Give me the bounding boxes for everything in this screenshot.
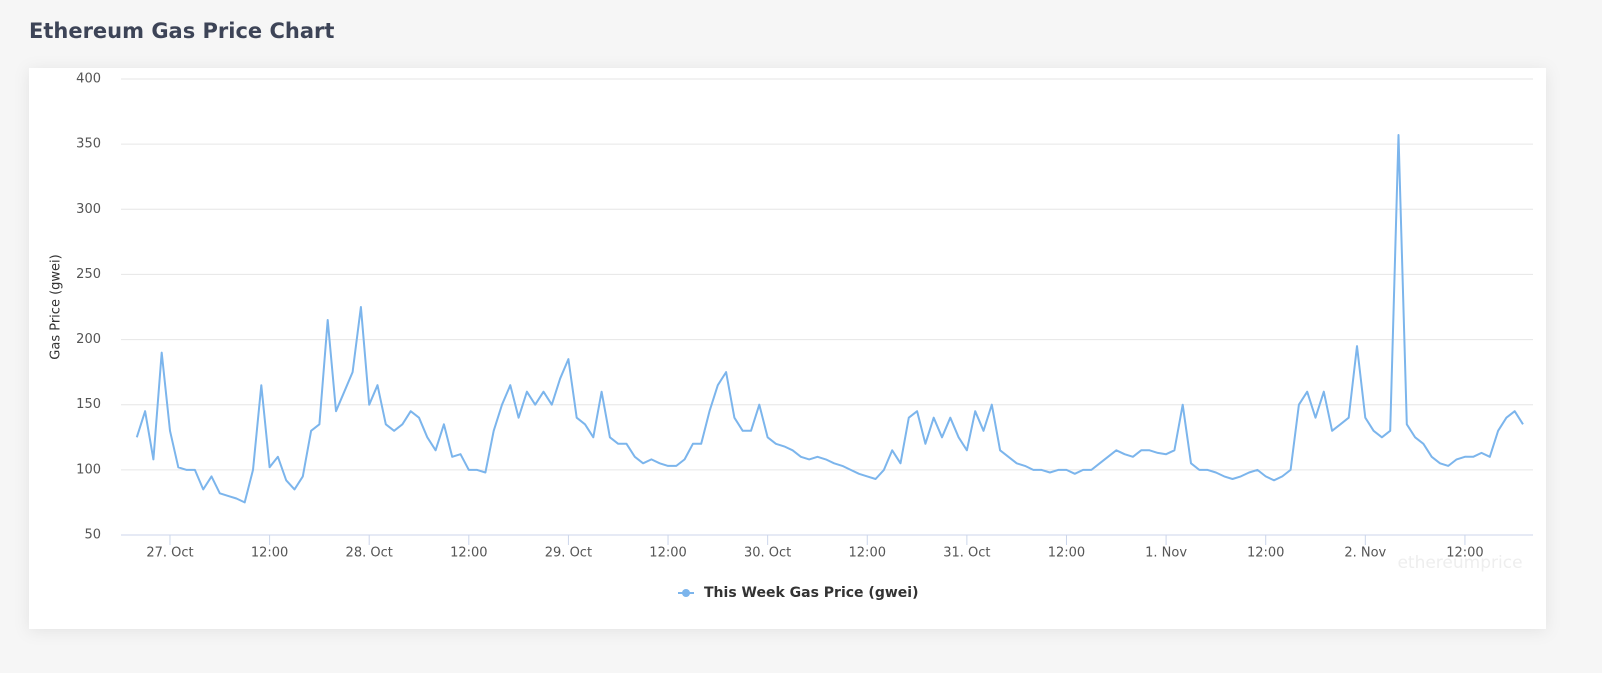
x-tick-label: 28. Oct: [346, 546, 393, 561]
y-tick-label: 300: [76, 202, 101, 217]
x-tick-label: 12:00: [1048, 546, 1085, 561]
x-tick-label: 12:00: [450, 546, 487, 561]
x-tick-label: 1. Nov: [1145, 546, 1187, 561]
x-tick-label: 31. Oct: [943, 546, 990, 561]
legend-label: This Week Gas Price (gwei): [704, 585, 918, 601]
watermark: ethereumprice: [1397, 553, 1522, 573]
y-tick-label: 100: [76, 462, 101, 477]
y-tick-label: 200: [76, 332, 101, 347]
x-tick-label: 27. Oct: [146, 546, 193, 561]
x-tick-label: 12:00: [849, 546, 886, 561]
legend-symbol: [682, 589, 690, 597]
x-tick-label: 12:00: [1247, 546, 1284, 561]
x-tick-label: 12:00: [649, 546, 686, 561]
x-tick-label: 29. Oct: [545, 546, 592, 561]
line-series: [135, 134, 1524, 504]
y-tick-label: 50: [84, 528, 101, 543]
x-tick-label: 2. Nov: [1344, 546, 1386, 561]
x-tick-label: 12:00: [1446, 546, 1483, 561]
y-axis-title: Gas Price (gwei): [49, 254, 64, 359]
y-tick-label: 150: [76, 397, 101, 412]
y-tick-label: 350: [76, 137, 101, 152]
y-tick-label: 400: [76, 72, 101, 87]
x-tick-label: 30. Oct: [744, 546, 791, 561]
y-tick-label: 250: [76, 267, 101, 282]
x-tick-label: 12:00: [251, 546, 288, 561]
page-title: Ethereum Gas Price Chart: [29, 19, 334, 43]
